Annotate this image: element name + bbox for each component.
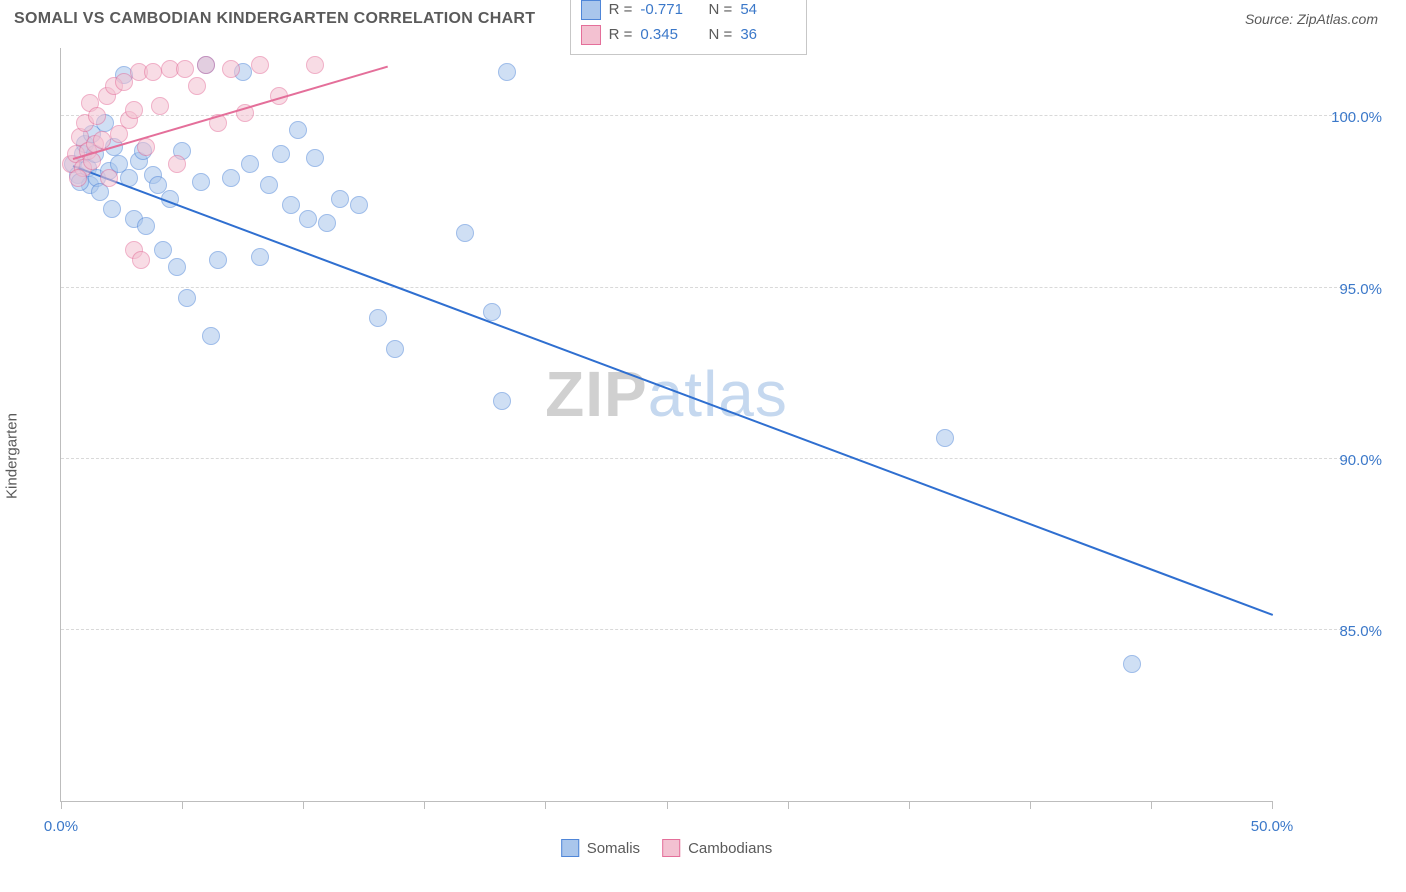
- series-swatch: [581, 25, 601, 45]
- data-point: [100, 169, 118, 187]
- data-point: [222, 60, 240, 78]
- x-tick-label: 50.0%: [1251, 818, 1294, 835]
- stat-r-value: -0.771: [640, 0, 696, 22]
- data-point: [318, 214, 336, 232]
- x-tick: [1151, 801, 1152, 809]
- chart-title: SOMALI VS CAMBODIAN KINDERGARTEN CORRELA…: [14, 10, 535, 28]
- trend-line: [73, 165, 1274, 616]
- data-point: [483, 303, 501, 321]
- y-tick-label: 85.0%: [1339, 623, 1382, 640]
- x-tick-label: 0.0%: [44, 818, 78, 835]
- data-point: [456, 224, 474, 242]
- y-tick-label: 90.0%: [1339, 452, 1382, 469]
- gridline-h: [61, 629, 1352, 630]
- data-point: [251, 248, 269, 266]
- data-point: [306, 149, 324, 167]
- data-point: [176, 60, 194, 78]
- data-point: [137, 138, 155, 156]
- stat-n-value: 54: [740, 0, 796, 22]
- data-point: [168, 258, 186, 276]
- x-tick: [667, 801, 668, 809]
- chart-container: Kindergarten ZIPatlas 85.0%90.0%95.0%100…: [14, 40, 1392, 872]
- data-point: [154, 241, 172, 259]
- stats-row: R = 0.345 N = 36: [581, 22, 797, 48]
- plot-area: ZIPatlas 85.0%90.0%95.0%100.0%0.0%50.0%R…: [60, 48, 1272, 802]
- gridline-h: [61, 458, 1352, 459]
- x-tick: [424, 801, 425, 809]
- watermark-part-b: atlas: [648, 358, 788, 430]
- data-point: [88, 107, 106, 125]
- y-tick-label: 95.0%: [1339, 281, 1382, 298]
- data-point: [331, 190, 349, 208]
- stat-n-value: 36: [740, 22, 796, 48]
- data-point: [493, 392, 511, 410]
- legend-swatch: [662, 839, 680, 857]
- stat-n-label: N =: [704, 0, 732, 22]
- y-tick-label: 100.0%: [1331, 109, 1382, 126]
- legend-item: Cambodians: [662, 839, 772, 857]
- data-point: [137, 217, 155, 235]
- data-point: [299, 210, 317, 228]
- data-point: [103, 200, 121, 218]
- x-tick: [1030, 801, 1031, 809]
- data-point: [69, 169, 87, 187]
- data-point: [197, 56, 215, 74]
- data-point: [168, 155, 186, 173]
- stats-row: R = -0.771 N = 54: [581, 0, 797, 22]
- data-point: [1123, 655, 1141, 673]
- legend-label: Cambodians: [688, 840, 772, 857]
- data-point: [386, 340, 404, 358]
- data-point: [369, 309, 387, 327]
- x-tick: [61, 801, 62, 809]
- stat-n-label: N =: [704, 22, 732, 48]
- data-point: [306, 56, 324, 74]
- data-point: [222, 169, 240, 187]
- data-point: [251, 56, 269, 74]
- data-point: [125, 101, 143, 119]
- data-point: [151, 97, 169, 115]
- data-point: [202, 327, 220, 345]
- data-point: [132, 251, 150, 269]
- data-point: [289, 121, 307, 139]
- x-tick: [303, 801, 304, 809]
- legend-swatch: [561, 839, 579, 857]
- data-point: [498, 63, 516, 81]
- x-tick: [1272, 801, 1273, 809]
- x-tick: [788, 801, 789, 809]
- data-point: [272, 145, 290, 163]
- data-point: [144, 63, 162, 81]
- data-point: [282, 196, 300, 214]
- data-point: [241, 155, 259, 173]
- x-tick: [182, 801, 183, 809]
- stat-r-label: R =: [609, 22, 633, 48]
- series-swatch: [581, 0, 601, 20]
- gridline-h: [61, 115, 1352, 116]
- data-point: [209, 251, 227, 269]
- data-point: [260, 176, 278, 194]
- stats-legend-box: R = -0.771 N = 54 R = 0.345 N = 36: [570, 0, 808, 55]
- y-axis-label: Kindergarten: [4, 413, 21, 499]
- gridline-h: [61, 287, 1352, 288]
- x-tick: [909, 801, 910, 809]
- legend-item: Somalis: [561, 839, 640, 857]
- data-point: [192, 173, 210, 191]
- data-point: [188, 77, 206, 95]
- data-point: [936, 429, 954, 447]
- stat-r-label: R =: [609, 0, 633, 22]
- legend-label: Somalis: [587, 840, 640, 857]
- data-point: [178, 289, 196, 307]
- legend: Somalis Cambodians: [561, 839, 773, 857]
- data-point: [350, 196, 368, 214]
- watermark-part-a: ZIP: [545, 358, 648, 430]
- stat-r-value: 0.345: [640, 22, 696, 48]
- source-label: Source: ZipAtlas.com: [1245, 11, 1378, 27]
- x-tick: [545, 801, 546, 809]
